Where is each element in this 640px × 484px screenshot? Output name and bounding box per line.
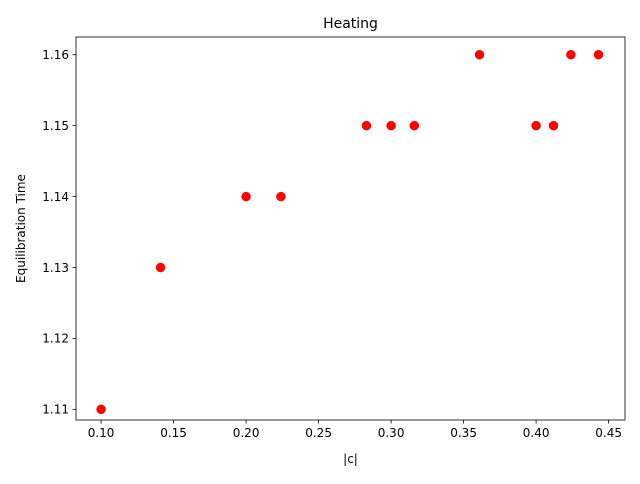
y-tick-label: 1.11 bbox=[42, 403, 69, 417]
x-tick-label: 0.30 bbox=[378, 426, 405, 440]
x-tick-label: 0.15 bbox=[160, 426, 187, 440]
x-tick-label: 0.25 bbox=[305, 426, 332, 440]
chart-title: Heating bbox=[323, 16, 378, 32]
y-axis-label: Equilibration Time bbox=[14, 174, 28, 283]
data-point bbox=[531, 120, 541, 131]
x-tick-label: 0.45 bbox=[595, 426, 622, 440]
x-tick-label: 0.10 bbox=[88, 426, 115, 440]
y-tick-label: 1.13 bbox=[42, 261, 69, 275]
data-point bbox=[361, 120, 372, 131]
data-point bbox=[276, 191, 286, 202]
y-tick-label: 1.12 bbox=[42, 332, 69, 346]
x-tick-label: 0.40 bbox=[523, 426, 550, 440]
data-point bbox=[474, 49, 485, 60]
data-point bbox=[241, 191, 251, 202]
data-point bbox=[96, 404, 106, 415]
y-tick-label: 1.14 bbox=[42, 190, 69, 204]
data-point bbox=[386, 120, 396, 131]
data-point bbox=[593, 49, 604, 60]
data-point bbox=[409, 120, 420, 131]
data-point bbox=[566, 49, 576, 60]
data-point bbox=[155, 262, 166, 273]
x-tick-label: 0.20 bbox=[233, 426, 260, 440]
y-tick-label: 1.15 bbox=[42, 119, 69, 133]
y-tick-label: 1.16 bbox=[42, 48, 69, 62]
data-point bbox=[548, 120, 559, 131]
x-axis-label: |c| bbox=[343, 452, 358, 466]
x-tick-label: 0.35 bbox=[450, 426, 477, 440]
plot-frame bbox=[75, 36, 626, 421]
